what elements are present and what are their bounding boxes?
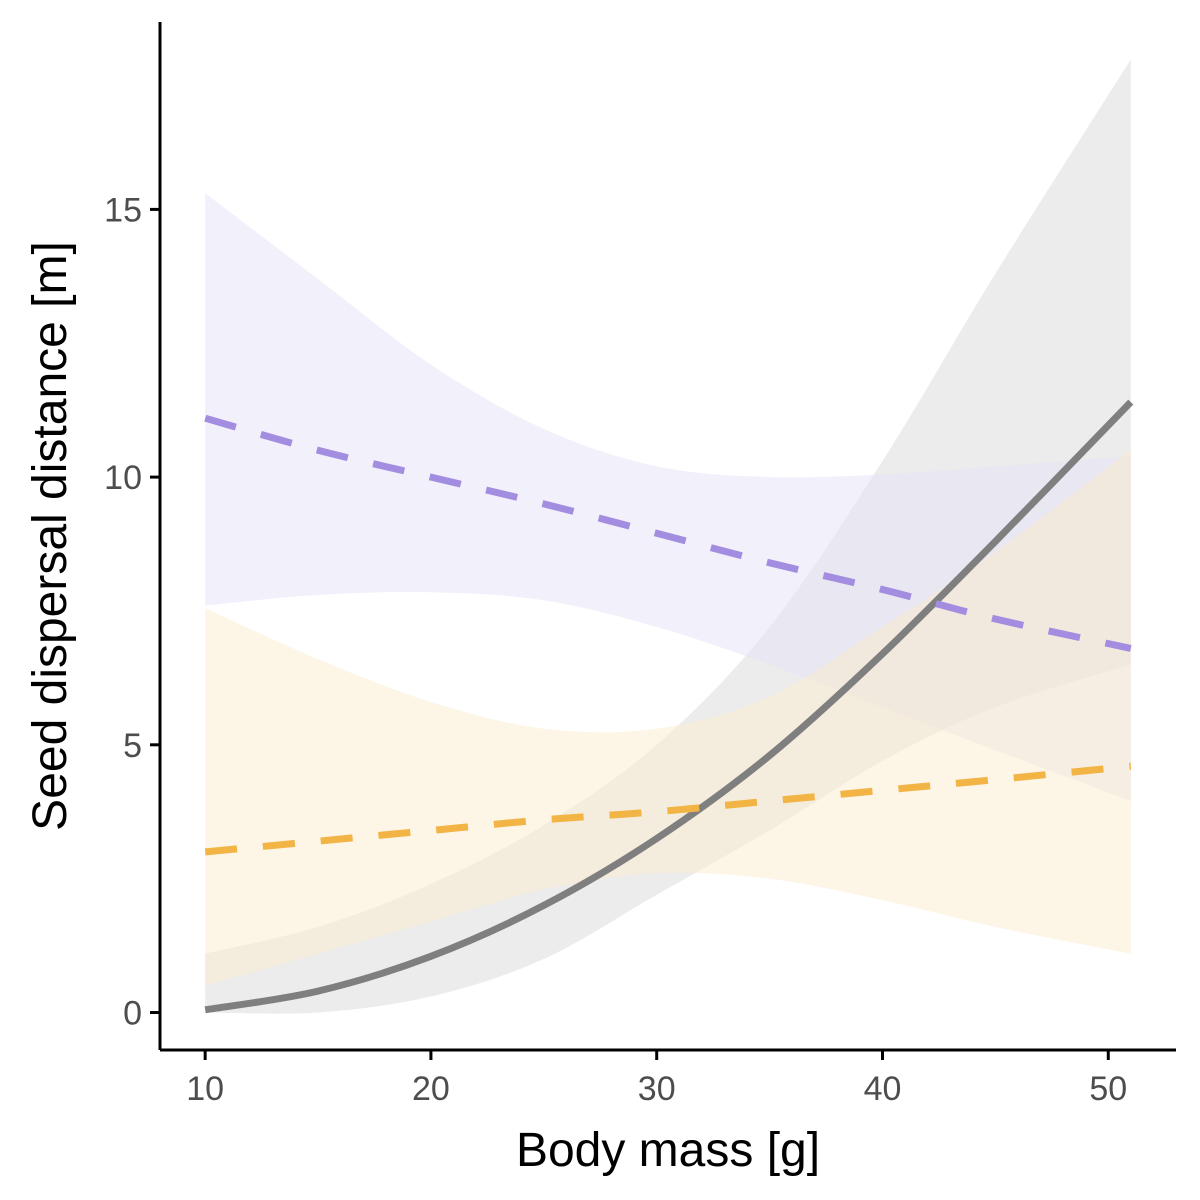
x-axis-title: Body mass [g] (516, 1124, 820, 1177)
series-3-line (204, 762, 1132, 856)
y-tick-label: 15 (104, 191, 142, 229)
x-ticks: 10 20 30 40 50 (186, 1050, 1127, 1108)
series-lines (204, 399, 1134, 1014)
confidence-bands (205, 59, 1131, 1014)
x-tick-label: 20 (412, 1070, 450, 1108)
series-1-line (204, 399, 1134, 1014)
y-tick-label: 10 (104, 459, 142, 497)
series-3-confidence-band (205, 450, 1131, 986)
x-tick-label: 40 (864, 1070, 902, 1108)
y-ticks: 0 5 10 15 (104, 191, 160, 1033)
x-tick-label: 30 (638, 1070, 676, 1108)
x-tick-label: 10 (186, 1070, 224, 1108)
y-axis-title: Seed dispersal distance [m] (24, 241, 77, 831)
y-tick-label: 5 (123, 727, 142, 765)
series-2-line (204, 414, 1132, 652)
x-tick-label: 50 (1089, 1070, 1127, 1108)
y-tick-label: 0 (123, 995, 142, 1033)
